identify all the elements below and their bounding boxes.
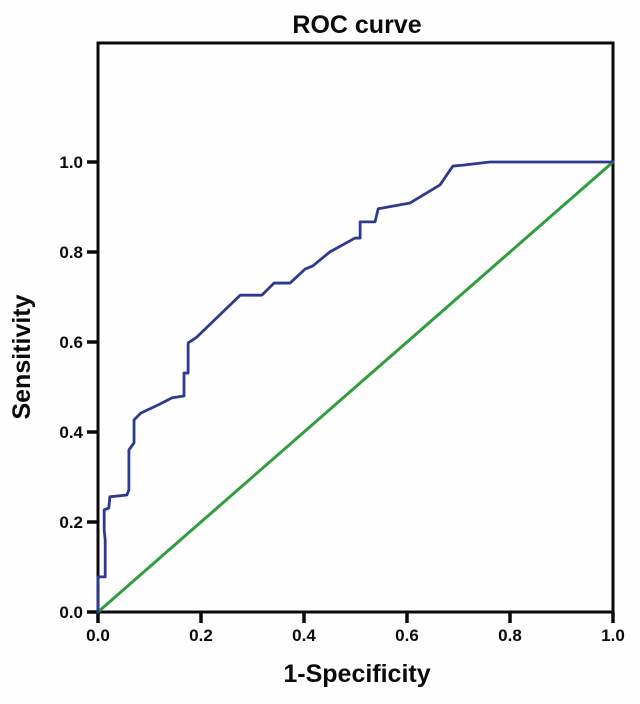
y-tick-label: 0.8 (59, 243, 83, 262)
x-tick-label: 0.4 (292, 626, 316, 645)
y-axis-title: Sensitivity (8, 294, 36, 419)
y-tick-label: 0.4 (59, 423, 83, 442)
y-tick-label: 1.0 (59, 153, 83, 172)
x-tick-label: 0.8 (498, 626, 522, 645)
reference-diagonal-line (96, 160, 615, 614)
x-tick-label: 0.6 (395, 626, 419, 645)
x-tick-label: 0.2 (189, 626, 213, 645)
x-tick-label: 0.0 (86, 626, 110, 645)
y-axis-ticks: 0.0 0.2 0.4 0.6 0.8 1.0 (59, 153, 98, 622)
roc-curve-line (96, 160, 615, 614)
series-group (96, 160, 615, 614)
x-axis-title: 1-Specificity (283, 660, 430, 688)
x-tick-label: 1.0 (601, 626, 625, 645)
y-tick-label: 0.2 (59, 513, 83, 532)
chart-title: ROC curve (292, 11, 421, 39)
y-tick-label: 0.6 (59, 333, 83, 352)
plot-border (96, 41, 615, 614)
y-tick-label: 0.0 (59, 603, 83, 622)
x-axis-ticks: 0.0 0.2 0.4 0.6 0.8 1.0 (86, 612, 625, 645)
